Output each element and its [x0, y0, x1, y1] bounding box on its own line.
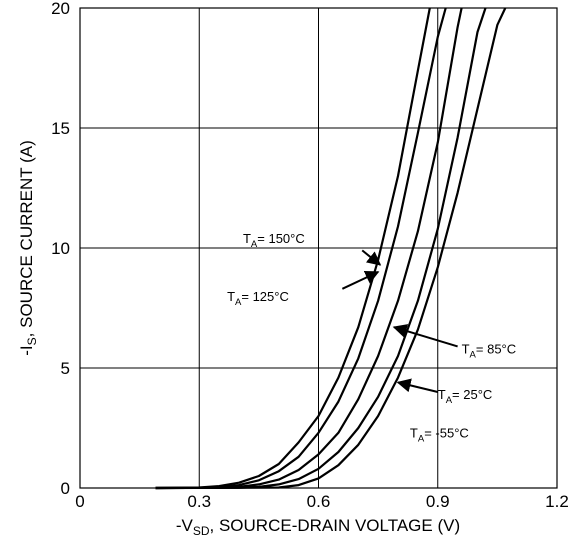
- x-tick-label: 0.9: [426, 492, 450, 511]
- series-label-3: TA= 25°C: [438, 387, 493, 406]
- series-label-1: TA= 125°C: [227, 289, 289, 308]
- grid: [80, 8, 557, 488]
- series-line-2: [155, 7, 463, 490]
- x-tick-label: 0.3: [187, 492, 211, 511]
- series-line-3: [155, 7, 487, 490]
- series-label-arrow-2: [392, 324, 458, 348]
- y-tick-label: 20: [51, 0, 70, 18]
- y-tick-label: 15: [51, 119, 70, 138]
- x-tick-labels: 0 0.3 0.6 0.9 1.2: [75, 492, 569, 511]
- x-tick-label: 0.6: [307, 492, 331, 511]
- y-tick-label: 10: [51, 239, 70, 258]
- y-tick-label: 5: [61, 359, 70, 378]
- y-tick-label: 0: [61, 479, 70, 498]
- series-label-0: TA= 150°C: [243, 231, 305, 250]
- plot-frame: [79, 7, 558, 489]
- x-tick-label: 1.2: [545, 492, 569, 511]
- series-label-4: TA= -55°C: [410, 426, 469, 445]
- series-line-0: [155, 7, 431, 490]
- y-tick-labels: 0 5 10 15 20: [51, 0, 70, 498]
- series-label-arrow-1: [341, 271, 380, 290]
- series-lines: [155, 7, 507, 490]
- y-axis-title: -IS, SOURCE CURRENT (A): [17, 140, 39, 356]
- series-line-4: [155, 7, 507, 490]
- series-label-arrow-0: [361, 249, 382, 266]
- series-label-2: TA= 85°C: [462, 342, 517, 361]
- series-annotations: TA= 150°C TA= 125°C TA= 85°C TA= 25°C TA= -5…: [227, 231, 516, 444]
- x-tick-label: 0: [75, 492, 84, 511]
- series-label-arrow-3: [396, 378, 438, 393]
- x-axis-title: -VSD, SOURCE-DRAIN VOLTAGE (V): [176, 516, 460, 538]
